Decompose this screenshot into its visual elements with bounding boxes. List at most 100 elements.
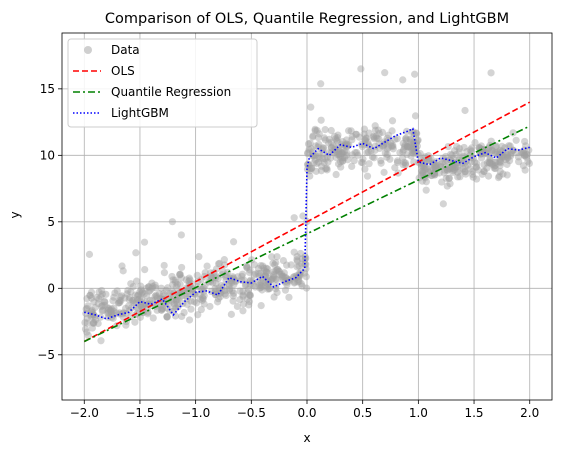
data-point — [305, 161, 313, 169]
data-point — [291, 278, 299, 286]
data-point — [466, 165, 474, 173]
data-point — [333, 133, 342, 142]
data-point — [424, 165, 432, 173]
data-point — [310, 159, 318, 167]
data-point — [194, 311, 202, 319]
data-point — [101, 297, 109, 306]
data-point — [454, 168, 462, 176]
data-point — [196, 290, 204, 298]
data-point — [157, 284, 165, 292]
data-point — [160, 261, 168, 270]
data-point — [273, 253, 281, 261]
data-point — [115, 299, 123, 307]
data-point — [370, 154, 378, 162]
data-point — [375, 129, 383, 138]
data-point — [327, 138, 335, 146]
data-point — [334, 131, 342, 139]
data-point — [424, 168, 433, 176]
data-point — [136, 298, 144, 306]
data-point — [307, 145, 315, 153]
data-point — [321, 155, 329, 163]
data-point — [520, 151, 528, 159]
data-point — [217, 281, 226, 290]
x-tick-label: 0.0 — [297, 406, 316, 420]
data-point — [519, 149, 527, 157]
data-point — [367, 147, 375, 155]
data-point — [467, 147, 476, 155]
data-point — [239, 307, 247, 315]
data-point — [91, 312, 99, 321]
data-point — [157, 301, 165, 309]
data-point — [88, 324, 96, 332]
data-point — [376, 144, 384, 152]
data-point — [122, 309, 130, 317]
data-point — [275, 267, 284, 276]
data-point — [485, 158, 493, 166]
data-point — [521, 151, 529, 160]
data-point — [133, 292, 142, 300]
data-point — [123, 290, 131, 298]
data-point — [306, 167, 314, 175]
data-point — [265, 274, 273, 283]
data-point — [109, 297, 117, 305]
data-point — [276, 270, 284, 279]
data-point — [422, 178, 430, 186]
data-point — [124, 286, 132, 294]
data-point — [89, 319, 97, 327]
data-point — [412, 144, 420, 153]
data-point — [381, 69, 389, 77]
data-point — [199, 293, 207, 302]
data-point — [427, 167, 435, 175]
data-point — [294, 278, 302, 286]
data-point — [389, 141, 397, 149]
data-point — [239, 300, 248, 308]
data-point — [509, 146, 517, 154]
data-point — [429, 160, 438, 168]
data-point — [389, 142, 397, 151]
data-point — [121, 294, 129, 302]
data-point — [339, 157, 347, 165]
data-point — [265, 285, 273, 293]
data-point — [171, 312, 180, 320]
data-point — [522, 153, 530, 161]
data-point — [514, 153, 523, 161]
data-point — [375, 135, 383, 143]
data-point — [165, 292, 173, 300]
data-point — [321, 165, 330, 173]
data-point — [339, 148, 347, 157]
data-point — [214, 260, 223, 268]
data-point — [81, 318, 89, 327]
data-point — [410, 142, 418, 150]
data-point — [341, 142, 349, 150]
data-point — [206, 278, 215, 286]
data-point — [259, 277, 268, 285]
data-point — [138, 288, 147, 296]
data-point — [315, 140, 323, 149]
data-point — [159, 304, 167, 313]
data-point — [261, 272, 269, 280]
data-point — [361, 137, 369, 145]
data-point — [375, 140, 383, 148]
data-point — [99, 306, 107, 314]
data-point — [87, 312, 95, 321]
data-point — [216, 293, 224, 301]
data-point — [281, 273, 289, 281]
data-point — [243, 264, 251, 272]
data-point — [474, 166, 482, 174]
data-point — [353, 149, 361, 157]
data-point — [336, 152, 344, 160]
data-point — [472, 163, 480, 171]
data-point — [257, 301, 265, 310]
data-point — [216, 289, 224, 297]
y-tick-label: 0 — [47, 281, 55, 295]
data-point — [141, 266, 149, 274]
data-point — [409, 147, 417, 155]
data-point — [497, 159, 505, 167]
data-point — [422, 186, 430, 194]
data-point — [192, 299, 201, 307]
data-point — [243, 295, 252, 303]
data-point — [110, 304, 118, 312]
data-point — [326, 154, 334, 162]
data-point — [213, 298, 222, 306]
